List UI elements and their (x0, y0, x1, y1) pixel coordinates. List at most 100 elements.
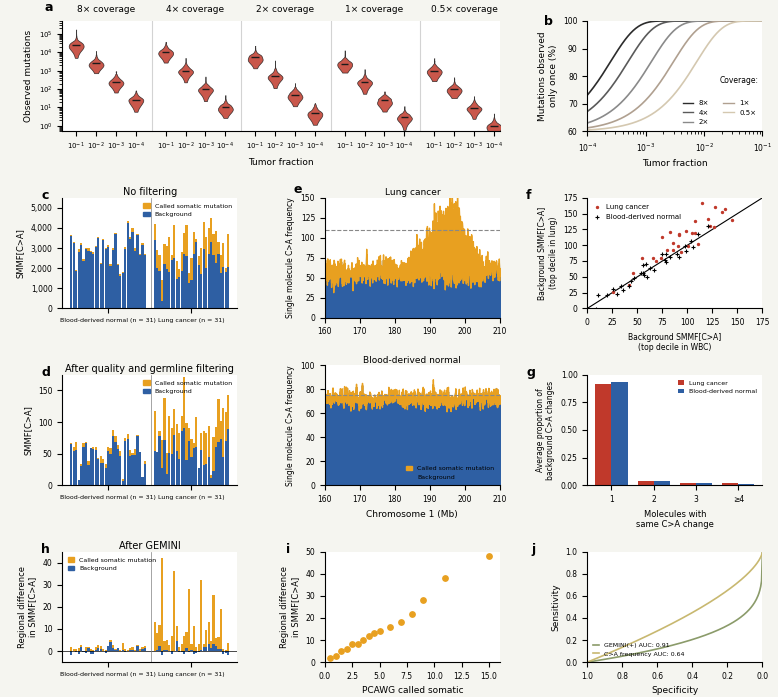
Bar (72, 452, 75, 485)
Bar (102, 239, 104, 240)
Bar (208, 426, 210, 457)
Bar (173, 409, 175, 435)
Bar (210, 641, 212, 648)
Bar (195, 239, 198, 242)
Bar (89, 251, 92, 252)
Bar (166, 650, 168, 651)
Bar (114, 436, 117, 442)
Point (357, 634, 370, 645)
Bar (82, 261, 85, 308)
C>A frequency AUC: 0.64: (0.734, 0.182): 0.64: (0.734, 0.182) (629, 638, 639, 646)
Bar (178, 648, 180, 651)
Bar (219, 438, 222, 485)
GEMINI(+) AUC: 0.91: (0.814, 0.0501): 0.91: (0.814, 0.0501) (615, 652, 625, 661)
Bar (136, 235, 138, 308)
Y-axis label: Mutations observed
only once (%): Mutations observed only once (%) (538, 31, 558, 121)
Bar (144, 646, 146, 648)
Text: b: b (544, 15, 552, 29)
Bar (173, 225, 175, 258)
Bar (180, 651, 183, 652)
Line: C>A frequency AUC: 0.64: C>A frequency AUC: 0.64 (587, 551, 762, 662)
Bar (188, 441, 190, 485)
Bar (70, 443, 72, 485)
Bar (185, 460, 187, 485)
Bar (225, 273, 227, 308)
Bar (163, 650, 166, 651)
Text: 0.5× coverage: 0.5× coverage (430, 5, 497, 14)
Bar (131, 232, 134, 308)
Bar (161, 651, 163, 654)
Y-axis label: Background SMMF[C>A]
(top decile in lung): Background SMMF[C>A] (top decile in lung… (538, 206, 558, 300)
Bar (210, 218, 212, 243)
Bar (85, 247, 87, 249)
Legend: Called somatic mutation, Background: Called somatic mutation, Background (141, 378, 234, 397)
Bar (205, 268, 207, 308)
Bar (119, 456, 121, 485)
Lung cancer (752, 187, 764, 199)
Bar (82, 447, 85, 485)
Bar (225, 651, 227, 654)
GEMINI(+) AUC: 0.91: (0.0503, 0.527): 0.91: (0.0503, 0.527) (749, 599, 759, 608)
Bar (104, 464, 107, 468)
Bar (680, 483, 696, 485)
Bar (217, 649, 219, 651)
Bar (70, 236, 72, 308)
Lung cancer (675, 246, 688, 257)
Bar (131, 228, 134, 232)
Title: After quality and germline filtering: After quality and germline filtering (65, 364, 234, 374)
Bar (156, 452, 158, 485)
Bar (223, 243, 224, 267)
Y-axis label: Average proportion of
background C>A changes: Average proportion of background C>A cha… (536, 381, 555, 480)
Blood-derived normal (616, 284, 629, 296)
Text: c: c (41, 189, 48, 202)
Bar (210, 648, 212, 651)
Bar (129, 457, 131, 485)
Bar (195, 647, 198, 651)
Bar (161, 440, 163, 468)
Bar (119, 274, 121, 276)
Text: 1× coverage: 1× coverage (345, 5, 404, 14)
Lung cancer (672, 240, 685, 252)
X-axis label: PCAWG called somatic
SMMF[C>A] per tumor: PCAWG called somatic SMMF[C>A] per tumor (362, 687, 463, 697)
Blood-derived normal (679, 240, 692, 251)
Lung cancer (636, 252, 648, 263)
Bar (110, 642, 111, 651)
Bar (195, 651, 198, 653)
Bar (212, 255, 215, 308)
Bar (159, 271, 161, 308)
Point (439, 572, 451, 583)
Blood-derived normal (591, 289, 604, 300)
Text: f: f (526, 189, 531, 202)
Legend: Called somatic mutation, Background: Called somatic mutation, Background (65, 555, 159, 574)
Bar (121, 643, 124, 650)
Point (363, 630, 375, 641)
Blood-derived normal (638, 270, 650, 281)
Bar (219, 421, 222, 438)
Bar (78, 651, 80, 654)
Bar (176, 641, 178, 651)
Blood-derived normal (685, 236, 697, 247)
Bar (78, 648, 80, 651)
Bar (227, 429, 230, 485)
Bar (170, 636, 173, 651)
Bar (153, 224, 156, 240)
Blood-derived normal (623, 280, 636, 291)
Bar (129, 450, 131, 457)
Bar (156, 650, 158, 651)
GEMINI(+) AUC: 0.91: (0.734, 0.0745): 0.91: (0.734, 0.0745) (629, 650, 639, 658)
Bar (70, 651, 72, 654)
Bar (208, 229, 210, 254)
Text: 8× coverage: 8× coverage (77, 5, 135, 14)
Bar (100, 649, 102, 651)
Bar (82, 443, 85, 447)
Bar (144, 464, 146, 485)
Blood-derived normal (660, 248, 672, 259)
Bar (102, 464, 104, 485)
Bar (173, 435, 175, 485)
Bar (153, 622, 156, 651)
Bar (85, 443, 87, 485)
Bar (193, 443, 195, 448)
Bar (110, 448, 111, 454)
Y-axis label: Sensitivity: Sensitivity (551, 583, 560, 631)
Lung cancer (703, 213, 715, 224)
